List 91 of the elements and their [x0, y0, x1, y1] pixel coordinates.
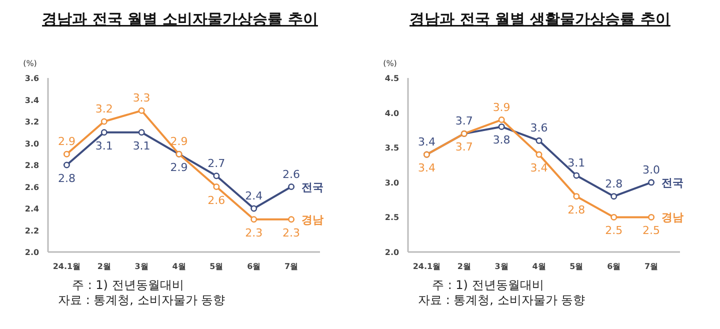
data-label: 2.7	[208, 156, 226, 170]
text: 자료 : 통계청, 소비자물가 동향	[58, 293, 226, 307]
y-tick-label: 2.4	[24, 204, 40, 214]
chart-title: 경남과 전국 월별 생활물가상승률 추이	[410, 10, 670, 28]
data-label: 3.4	[530, 162, 548, 175]
point	[213, 184, 220, 190]
point	[610, 214, 618, 220]
x-tick-label: 7월	[644, 262, 658, 271]
data-label: 3.1	[95, 139, 113, 152]
data-label: 3.7	[455, 114, 473, 128]
point	[138, 129, 145, 136]
x-tick-label: 4월	[172, 262, 186, 271]
data-label: 2.8	[58, 172, 76, 185]
point	[100, 118, 108, 125]
x-tick-label: 3월	[134, 262, 148, 271]
point	[250, 205, 258, 212]
point	[573, 193, 580, 200]
text: 주 : 1) 전년동월대비	[432, 278, 544, 292]
y-tick-label: 4.5	[384, 74, 400, 83]
point	[498, 116, 505, 124]
point	[536, 151, 542, 158]
y-tick-label: 3.0	[24, 139, 40, 148]
x-tick-label: 2월	[97, 262, 111, 271]
series-label: 경남	[661, 211, 684, 224]
data-label: 2.8	[568, 203, 586, 216]
y-tick-label: 4.0	[384, 108, 400, 118]
y-tick-label: 2.0	[384, 248, 400, 257]
chart-title: 경남과 전국 월별 소비자물가상승률 추이	[42, 10, 318, 28]
data-label: 2.5	[605, 224, 623, 238]
text: 자료 : 통계청, 소비자물가 동향	[418, 293, 586, 307]
point	[573, 172, 580, 179]
data-label: 2.5	[642, 224, 660, 238]
x-tick-label: 24.1월	[52, 262, 81, 271]
x-tick-label: 7월	[284, 262, 298, 271]
series-label: 전국	[301, 180, 324, 194]
series-label: 경남	[301, 213, 324, 226]
point	[250, 216, 258, 223]
y-tick-label: 3.6	[24, 74, 40, 83]
point	[648, 214, 655, 220]
point	[63, 150, 70, 158]
data-label: 2.9	[58, 135, 76, 148]
point	[536, 137, 542, 144]
data-label: 2.3	[282, 226, 300, 240]
y-tick-label: 2.5	[384, 213, 400, 222]
data-label: 2.6	[282, 168, 300, 181]
data-label: 3.0	[642, 163, 660, 176]
data-label: 3.7	[455, 140, 473, 154]
text: 주 : 1) 전년동월대비	[72, 278, 184, 292]
x-tick-label: 6월	[607, 262, 621, 271]
y-tick-label: 2.2	[24, 226, 40, 236]
x-tick-label: 2월	[457, 262, 471, 271]
data-label: 3.1	[568, 156, 586, 170]
x-tick-label: 5월	[570, 262, 584, 271]
y-tick-label: 3.4	[24, 96, 40, 105]
series-label: 전국	[661, 176, 684, 190]
point	[288, 184, 295, 190]
y-axis-title: (%)	[383, 59, 397, 68]
data-label: 2.8	[605, 177, 623, 190]
data-label: 3.4	[418, 136, 436, 149]
point	[63, 162, 70, 168]
y-axis-title: (%)	[23, 59, 37, 68]
point	[610, 193, 618, 200]
x-tick-label: 4월	[532, 262, 546, 271]
point	[100, 129, 108, 136]
data-label: 3.4	[418, 162, 436, 175]
x-tick-label: 6월	[247, 262, 261, 271]
data-label: 3.2	[95, 102, 113, 116]
data-label: 2.6	[208, 194, 226, 207]
data-label: 2.9	[170, 161, 188, 174]
data-label: 3.3	[132, 92, 150, 105]
y-tick-label: 3.5	[384, 144, 400, 153]
data-label: 2.4	[245, 190, 263, 202]
data-label: 3.6	[530, 122, 548, 135]
point	[138, 107, 145, 114]
y-tick-label: 3.2	[24, 118, 40, 126]
y-tick-label: 2.0	[24, 248, 40, 257]
x-tick-label: 24.1월	[412, 262, 441, 271]
y-tick-label: 3.0	[384, 178, 400, 188]
data-label: 3.1	[132, 139, 150, 152]
point	[498, 123, 505, 130]
x-tick-label: 5월	[210, 262, 224, 271]
x-tick-label: 3월	[494, 262, 508, 271]
point	[648, 179, 655, 186]
y-tick-label: 2.6	[24, 182, 40, 192]
data-label: 2.9	[170, 135, 188, 148]
point	[213, 172, 220, 180]
data-label: 3.9	[492, 100, 510, 114]
data-label: 3.8	[492, 134, 510, 147]
data-label: 2.3	[245, 226, 263, 240]
point	[288, 216, 295, 223]
y-tick-label: 2.8	[24, 161, 40, 170]
